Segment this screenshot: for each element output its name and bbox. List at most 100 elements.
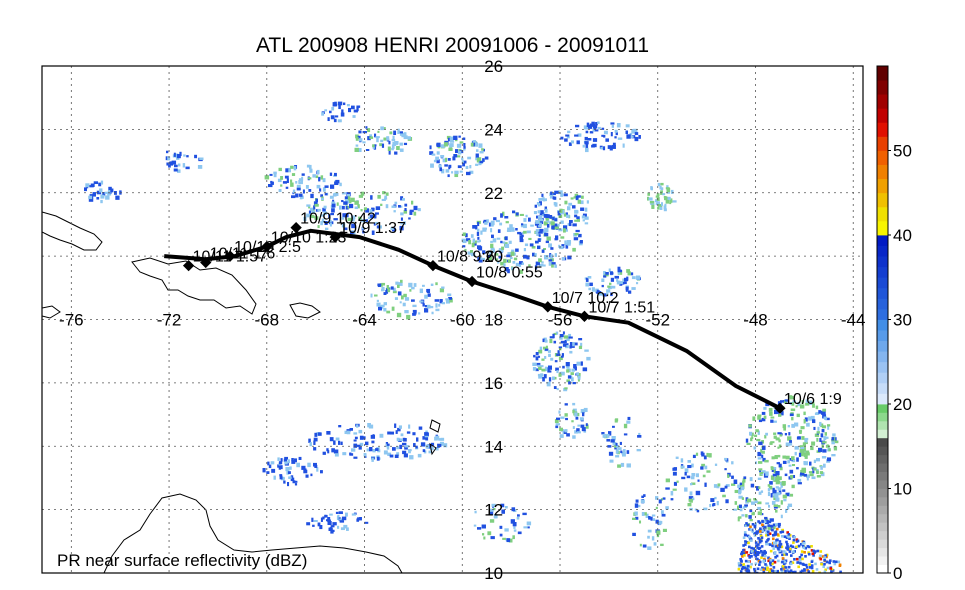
- radar-pixel: [544, 227, 549, 233]
- radar-pixel: [745, 551, 749, 554]
- radar-pixel: [573, 196, 576, 199]
- radar-pixel: [564, 339, 567, 344]
- radar-pixel: [610, 292, 613, 297]
- radar-pixel: [803, 461, 806, 465]
- track-fix-label: 10/8 0:55: [476, 264, 543, 281]
- radar-pixel: [308, 438, 311, 443]
- radar-pixel: [522, 512, 527, 516]
- radar-pixel: [271, 468, 276, 473]
- radar-pixel: [756, 567, 760, 571]
- radar-pixel: [508, 538, 513, 543]
- radar-pixel: [347, 196, 351, 201]
- radar-pixel: [391, 144, 395, 149]
- radar-pixel: [622, 278, 625, 282]
- radar-pixel: [772, 487, 775, 492]
- radar-pixel: [394, 297, 399, 300]
- radar-pixel: [403, 438, 407, 442]
- radar-pixel: [803, 461, 808, 466]
- lat-tick-label: 24: [484, 120, 503, 139]
- radar-pixel: [593, 125, 598, 129]
- radar-pixel: [634, 511, 638, 516]
- radar-pixel: [627, 271, 631, 276]
- radar-pixel: [463, 143, 466, 147]
- radar-pixel: [767, 559, 770, 563]
- radar-pixel: [742, 480, 745, 485]
- radar-pixel: [292, 190, 296, 194]
- colorbar-swatch: [877, 471, 888, 481]
- radar-pixel: [323, 211, 327, 215]
- radar-pixel: [279, 474, 283, 477]
- radar-pixel: [787, 546, 790, 550]
- radar-pixel: [502, 241, 506, 244]
- lon-tick-label: -64: [352, 311, 377, 330]
- radar-pixel: [362, 436, 366, 440]
- radar-pixel: [354, 436, 358, 440]
- radar-pixel: [515, 228, 518, 231]
- radar-pixel: [401, 295, 404, 300]
- radar-pixel: [403, 142, 408, 146]
- radar-pixel: [808, 471, 813, 474]
- radar-pixel: [270, 461, 275, 465]
- radar-pixel: [441, 302, 445, 305]
- radar-pixel: [507, 227, 512, 232]
- radar-pixel: [565, 362, 570, 367]
- radar-pixel: [519, 238, 524, 243]
- radar-pixel: [277, 178, 282, 183]
- radar-pixel: [758, 563, 761, 566]
- radar-pixel: [558, 373, 562, 377]
- radar-pixel: [583, 125, 589, 130]
- radar-pixel: [750, 550, 754, 553]
- radar-pixel: [424, 432, 429, 436]
- radar-pixel: [687, 503, 692, 507]
- radar-pixel: [806, 545, 810, 548]
- radar-pixel: [770, 416, 775, 419]
- colorbar-swatch: [877, 393, 888, 405]
- radar-pixel: [791, 423, 795, 428]
- radar-pixel: [784, 433, 788, 436]
- radar-pixel: [321, 197, 324, 201]
- radar-pixel: [428, 450, 433, 454]
- track-fix-marker: [261, 240, 273, 253]
- radar-pixel: [608, 431, 612, 436]
- radar-pixel: [778, 540, 782, 543]
- radar-pixel: [441, 168, 445, 174]
- radar-pixel: [407, 136, 411, 140]
- radar-pixel: [773, 435, 777, 439]
- radar-pixel: [761, 523, 764, 527]
- radar-pixel: [765, 540, 768, 544]
- radar-pixel: [356, 107, 359, 112]
- radar-pixel: [544, 339, 548, 343]
- radar-pixel: [617, 270, 621, 275]
- radar-pixel: [546, 236, 551, 241]
- radar-pixel: [753, 525, 757, 529]
- radar-pixel: [359, 435, 364, 440]
- radar-pixel: [691, 482, 696, 485]
- radar-pixel: [625, 124, 630, 128]
- radar-pixel: [381, 286, 385, 292]
- radar-pixel: [716, 501, 719, 506]
- radar-pixel: [306, 204, 311, 207]
- radar-pixel: [440, 155, 445, 158]
- radar-pixel: [314, 432, 318, 437]
- radar-pixel: [306, 215, 310, 218]
- radar-pixel: [666, 185, 669, 189]
- radar-pixel: [358, 446, 362, 450]
- radar-pixel: [609, 271, 614, 275]
- radar-pixel: [626, 134, 631, 139]
- radar-pixel: [333, 118, 337, 123]
- radar-pixel: [330, 525, 335, 528]
- radar-pixel: [453, 135, 458, 141]
- radar-pixel: [548, 353, 551, 357]
- radar-pixel: [564, 429, 568, 433]
- radar-pixel: [694, 508, 698, 511]
- radar-pixel: [615, 442, 618, 446]
- radar-pixel: [362, 141, 366, 144]
- radar-pixel: [506, 229, 511, 232]
- radar-pixel: [584, 216, 589, 220]
- radar-pixel: [807, 570, 811, 573]
- colorbar-swatch: [877, 308, 888, 320]
- radar-pixel: [326, 519, 330, 522]
- radar-pixel: [363, 207, 368, 211]
- radar-pixel: [789, 395, 793, 399]
